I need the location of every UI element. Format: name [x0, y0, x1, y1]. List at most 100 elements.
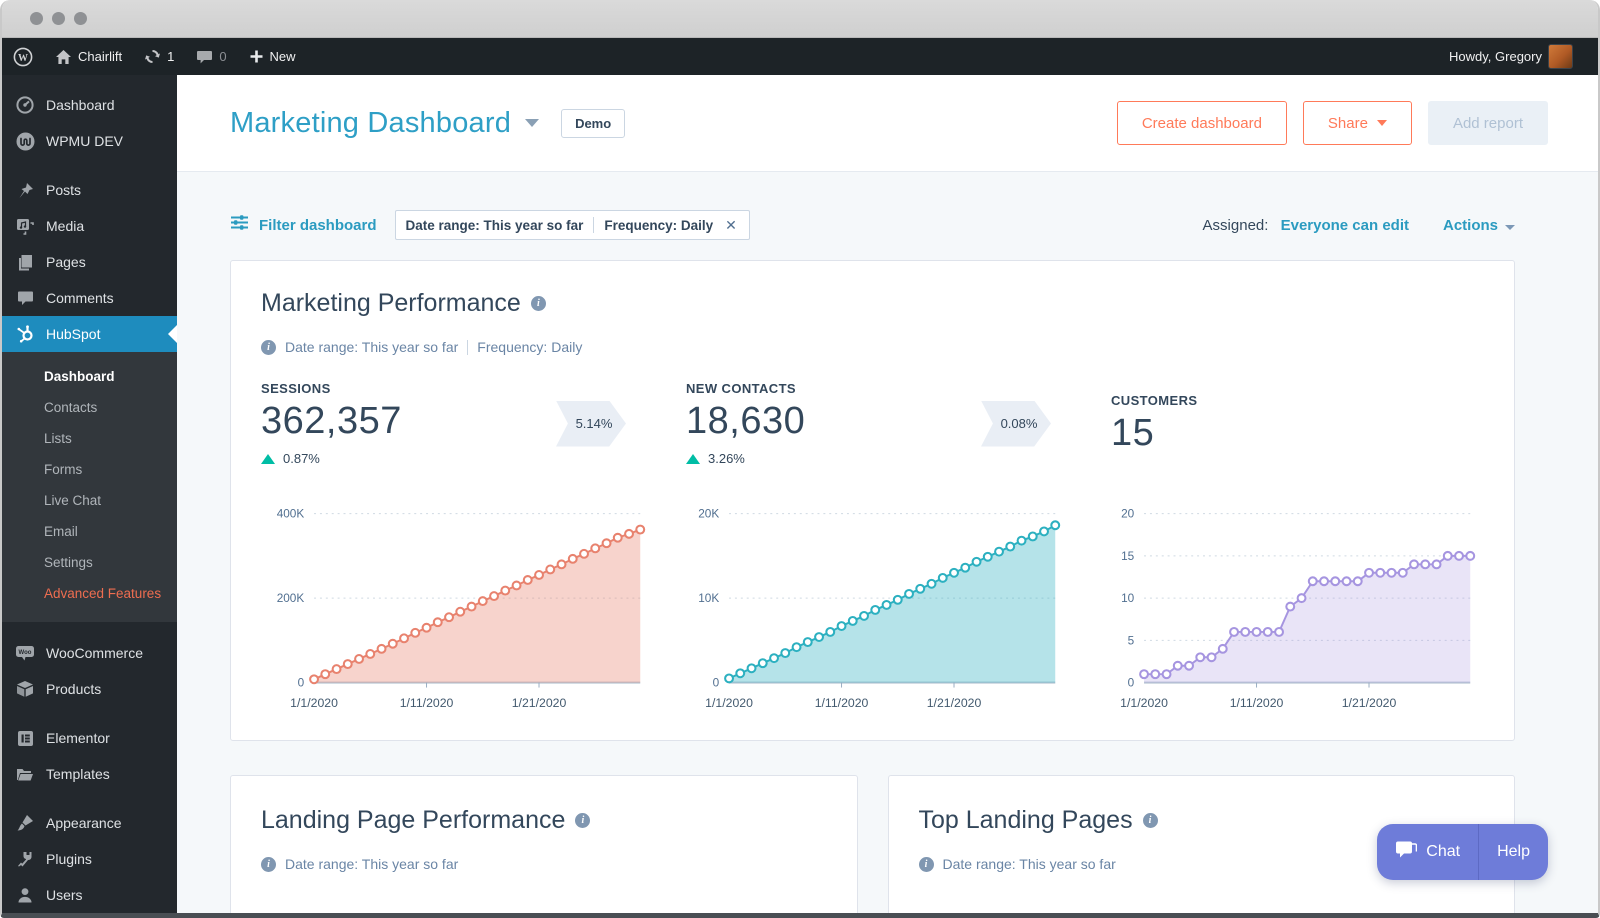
metric-new-contacts: NEW CONTACTS 18,630 3.26% — [686, 381, 981, 466]
pages-icon — [15, 254, 35, 271]
new-contacts-chart[interactable]: 20K 10K 0 1/1/2020 1/11/2020 1/21/2020 — [676, 496, 1069, 716]
submenu-item-contacts[interactable]: Contacts — [2, 392, 177, 423]
info-icon[interactable]: i — [575, 813, 591, 828]
submenu-label: Dashboard — [44, 369, 115, 384]
chevron-down-icon — [1505, 224, 1515, 230]
chat-button[interactable]: Chat — [1377, 824, 1478, 880]
my-account-menu[interactable]: Howdy, Gregory — [1438, 44, 1584, 69]
chip-frequency: Frequency: Daily — [604, 217, 714, 233]
sidebar-item-label: Posts — [46, 182, 82, 198]
sidebar-item-products[interactable]: Products — [2, 671, 177, 707]
new-content-menu[interactable]: New — [238, 38, 307, 75]
window-zoom-button[interactable] — [74, 12, 87, 25]
metric-label: CUSTOMERS — [1111, 392, 1198, 408]
conversion-rate-value: 5.14% — [575, 416, 613, 431]
submenu-label: Contacts — [44, 400, 98, 415]
card-title: Marketing Performance — [261, 289, 521, 317]
metric-label: SESSIONS — [261, 381, 331, 396]
howdy-label: Howdy, Gregory — [1449, 49, 1542, 64]
info-icon[interactable]: i — [261, 856, 276, 872]
paintbrush-icon — [15, 814, 35, 832]
submenu-item-email[interactable]: Email — [2, 516, 177, 547]
submenu-item-settings[interactable]: Settings — [2, 547, 177, 578]
wp-logo-menu[interactable]: W — [2, 38, 44, 75]
help-button[interactable]: Help — [1479, 824, 1548, 880]
window-close-button[interactable] — [30, 12, 43, 25]
sidebar-item-users[interactable]: Users — [2, 877, 177, 913]
filter-dashboard-link[interactable]: Filter dashboard — [259, 216, 377, 234]
submenu-label: Settings — [44, 555, 93, 570]
site-name-label: Chairlift — [78, 49, 123, 64]
sidebar-item-posts[interactable]: Posts — [2, 172, 177, 208]
demo-badge[interactable]: Demo — [561, 108, 626, 138]
site-name-menu[interactable]: Chairlift — [44, 38, 133, 75]
card-frequency: Frequency: Daily — [477, 339, 583, 355]
svg-text:0: 0 — [1128, 677, 1135, 690]
media-icon — [15, 218, 35, 235]
comments-menu[interactable]: 0 — [185, 38, 237, 75]
info-icon[interactable]: i — [530, 296, 546, 311]
assigned-value-link[interactable]: Everyone can edit — [1280, 216, 1409, 234]
submenu-item-lists[interactable]: Lists — [2, 423, 177, 454]
share-label: Share — [1327, 114, 1368, 132]
main-content: Marketing Dashboard Demo Create dashboar… — [177, 75, 1598, 913]
sidebar-item-appearance[interactable]: Appearance — [2, 805, 177, 841]
card-date-range: Date range: This year so far — [942, 856, 1116, 872]
sidebar-item-label: WPMU DEV — [46, 133, 123, 149]
share-button[interactable]: Share — [1302, 101, 1412, 145]
sidebar-item-comments[interactable]: Comments — [2, 280, 177, 316]
metric-delta-value: 3.26% — [708, 451, 745, 466]
delta-up-icon — [686, 453, 700, 464]
submenu-item-dashboard[interactable]: Dashboard — [2, 361, 177, 392]
submenu-item-forms[interactable]: Forms — [2, 454, 177, 485]
sidebar-item-media[interactable]: Media — [2, 208, 177, 244]
conversion-rate-arrow: 0.08% — [981, 400, 1051, 447]
filter-chip[interactable]: Date range: This year so far Frequency: … — [394, 210, 750, 240]
submenu-label: Email — [44, 524, 78, 539]
info-icon[interactable]: i — [1142, 813, 1158, 828]
divider — [467, 339, 469, 355]
dashboard-switcher-caret-icon[interactable] — [525, 119, 540, 127]
actions-dropdown[interactable]: Actions — [1443, 217, 1515, 234]
page-title[interactable]: Marketing Dashboard — [230, 106, 512, 139]
sidebar-item-elementor[interactable]: Elementor — [2, 720, 177, 756]
sidebar-item-wpmu-dev[interactable]: WPMU DEV — [2, 123, 177, 159]
submenu-label: Forms — [44, 462, 83, 477]
actions-label: Actions — [1442, 216, 1498, 234]
landing-page-performance-card: Landing Page Performance i i Date range:… — [230, 775, 858, 913]
sidebar-item-pages[interactable]: Pages — [2, 244, 177, 280]
metric-delta-value: 0.87% — [283, 451, 320, 466]
info-icon[interactable]: i — [261, 339, 276, 355]
sidebar-item-label: Appearance — [46, 815, 122, 831]
sidebar-item-dashboard[interactable]: Dashboard — [2, 87, 177, 123]
create-dashboard-label: Create dashboard — [1141, 114, 1262, 132]
sidebar-item-label: Comments — [46, 290, 114, 306]
chip-remove-icon[interactable]: ✕ — [725, 216, 737, 233]
add-report-button[interactable]: Add report — [1427, 101, 1548, 145]
sidebar-item-woocommerce[interactable]: Woo WooCommerce — [2, 635, 177, 671]
pushpin-icon — [15, 182, 35, 199]
elementor-icon — [15, 730, 35, 747]
sidebar-item-templates[interactable]: Templates — [2, 756, 177, 792]
svg-text:400K: 400K — [277, 508, 305, 521]
wp-admin-sidebar: Dashboard WPMU DEV Posts Media Pages C — [2, 75, 177, 913]
create-dashboard-button[interactable]: Create dashboard — [1116, 101, 1287, 145]
sidebar-item-hubspot[interactable]: HubSpot — [2, 316, 177, 352]
comments-count: 0 — [219, 49, 227, 64]
user-icon — [15, 887, 35, 903]
svg-text:5: 5 — [1128, 634, 1135, 647]
submenu-item-advanced-features[interactable]: Advanced Features — [2, 578, 177, 609]
customers-chart[interactable]: 20 15 10 5 0 1/1/2020 1/11/2020 1/21/2020 — [1091, 496, 1484, 716]
window-titlebar — [2, 0, 1598, 38]
sessions-chart[interactable]: 400K 200K 0 1/1/2020 1/11/2020 1/21/2020 — [261, 496, 654, 716]
submenu-item-live-chat[interactable]: Live Chat — [2, 485, 177, 516]
chat-help-widget: Chat Help — [1377, 824, 1548, 880]
product-box-icon — [15, 680, 35, 698]
wpmu-dev-icon — [15, 132, 35, 151]
info-icon[interactable]: i — [918, 856, 934, 872]
updates-menu[interactable]: 1 — [133, 38, 185, 75]
help-label: Help — [1497, 843, 1530, 860]
window-minimize-button[interactable] — [52, 12, 65, 25]
sidebar-item-plugins[interactable]: Plugins — [2, 841, 177, 877]
avatar — [1548, 44, 1573, 69]
